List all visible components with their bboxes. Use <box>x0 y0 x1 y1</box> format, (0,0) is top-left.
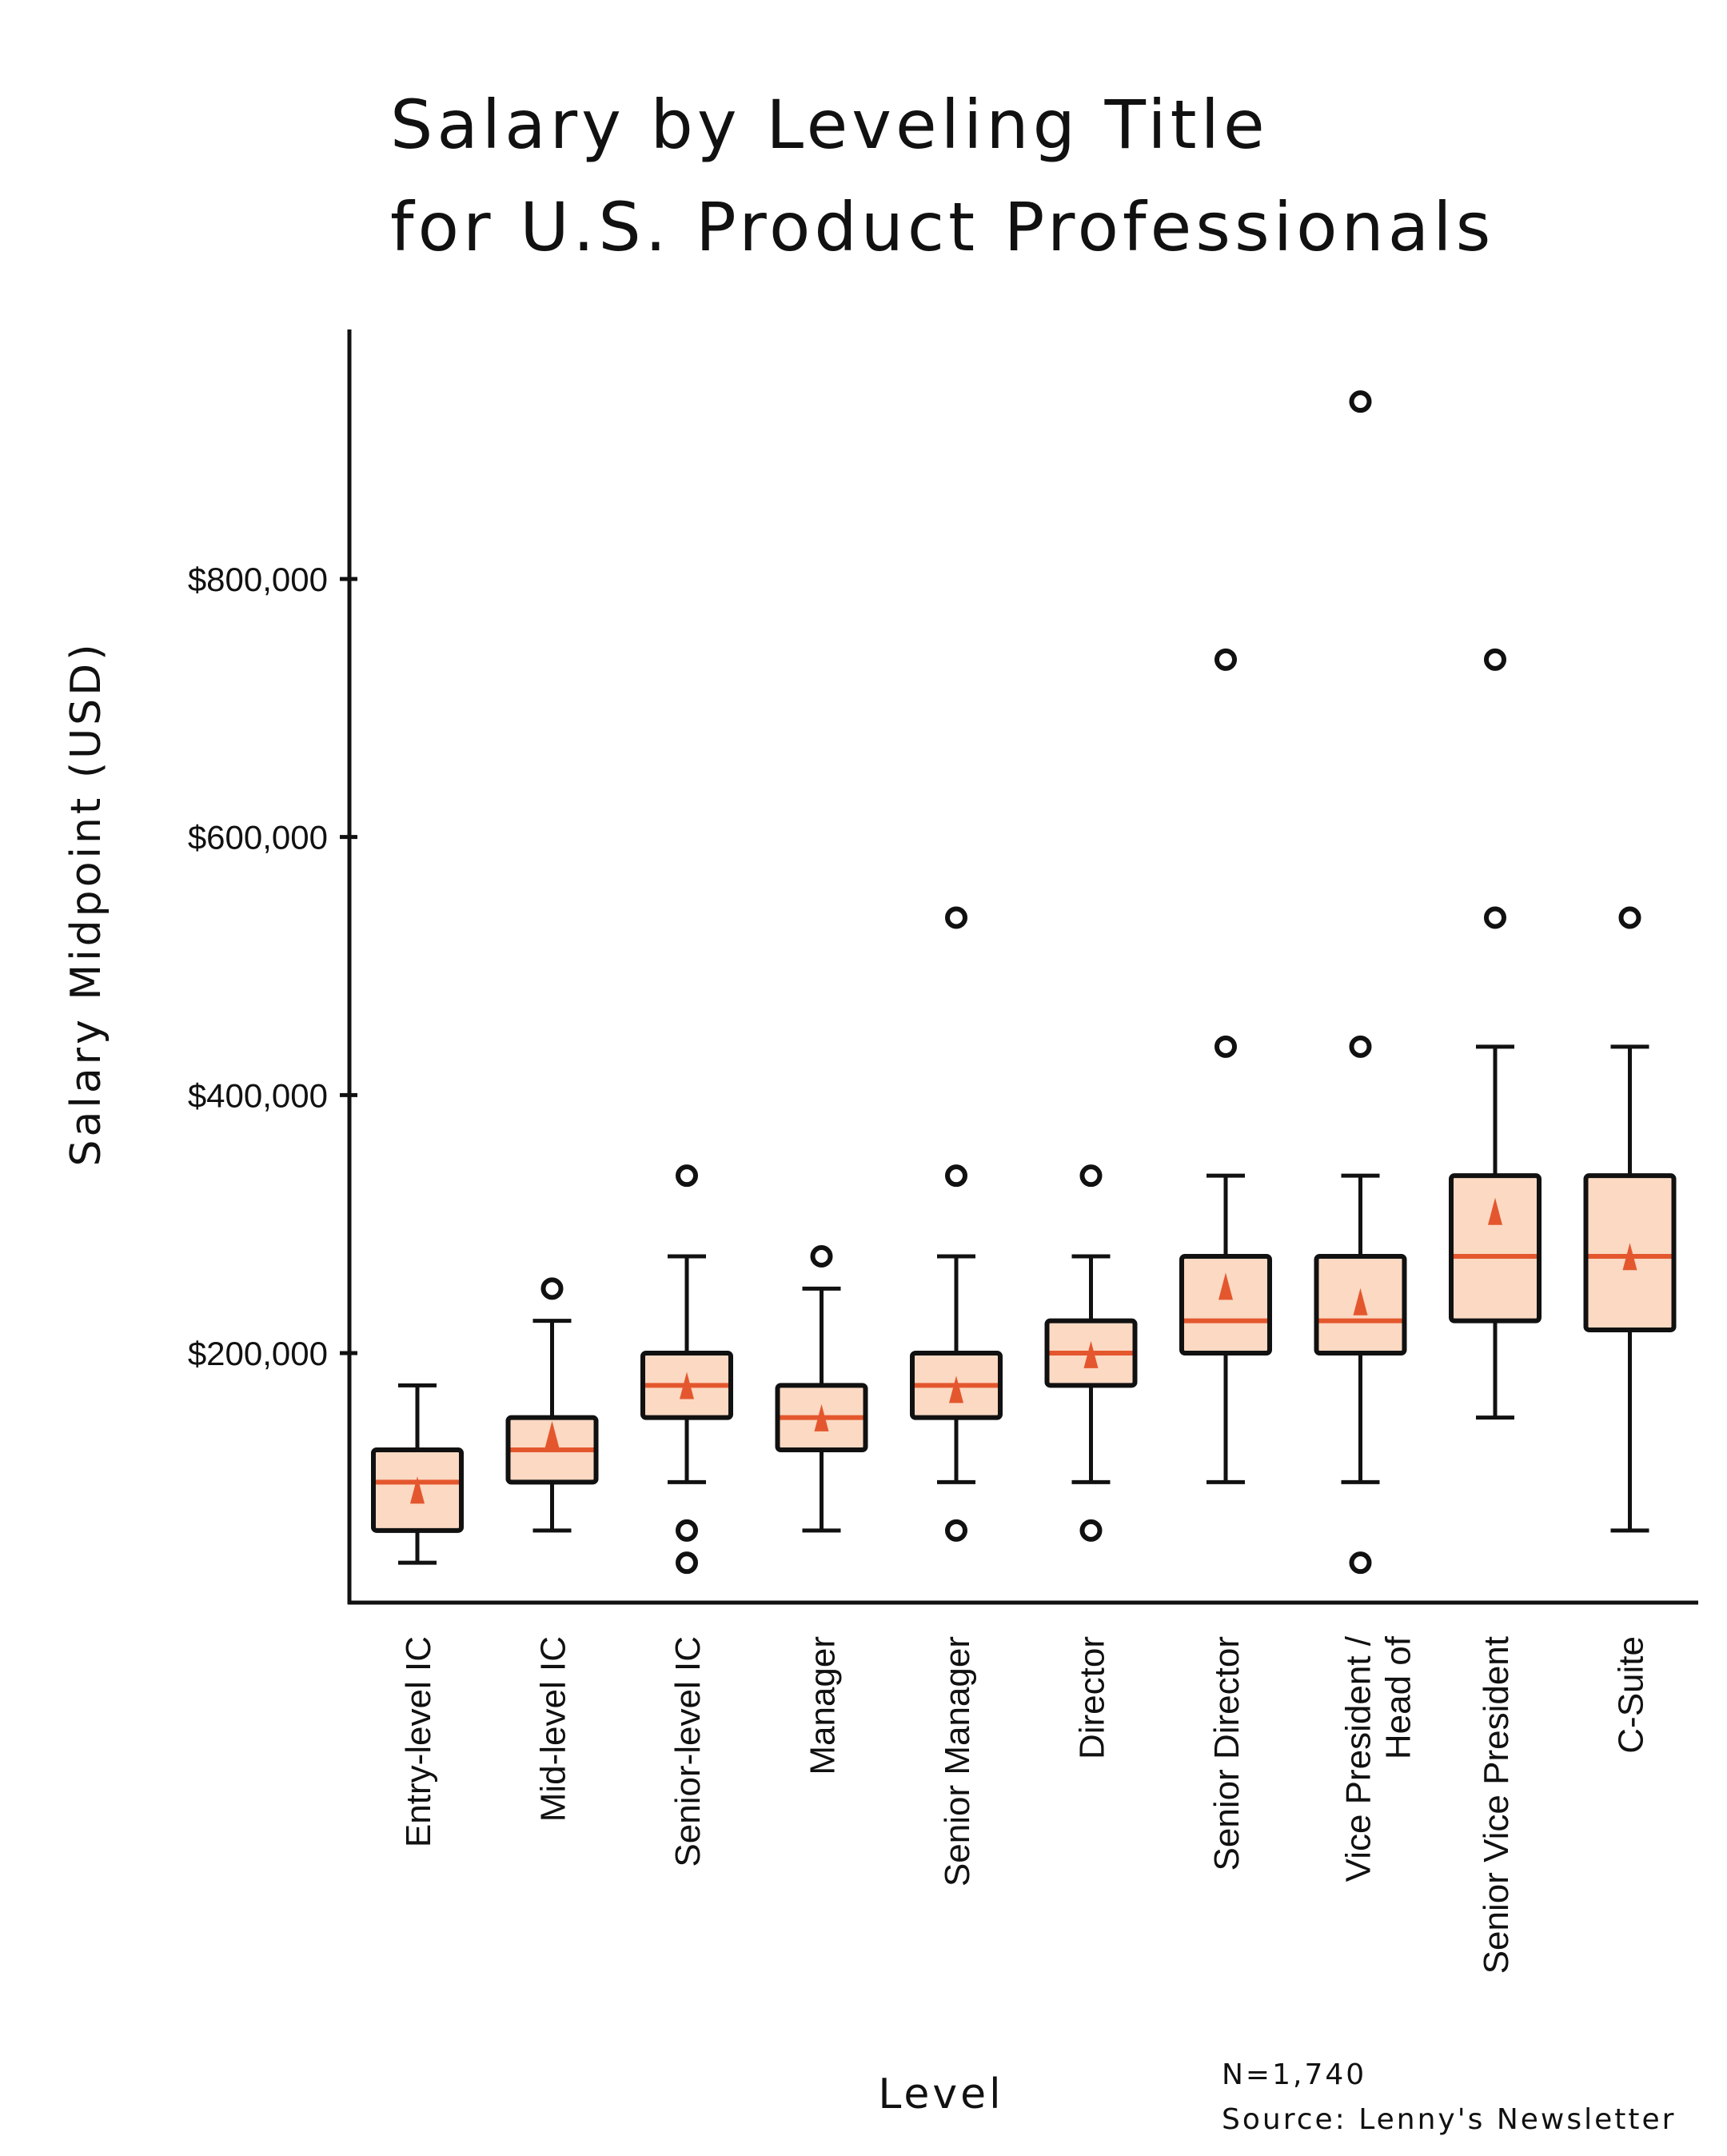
outlier-point <box>540 1277 564 1300</box>
outlier-point <box>1349 1035 1372 1058</box>
x-ticks: Entry-level IC Mid-level IC Senior-level I… <box>399 1635 1651 1974</box>
outlier-point <box>1484 648 1506 671</box>
source-note: Source: Lenny's Newsletter <box>1222 2103 1676 2136</box>
outlier-point <box>1214 648 1237 671</box>
box-group <box>640 1164 733 1575</box>
outlier-point <box>1349 390 1372 413</box>
y-tick-label: $200,000 <box>188 1335 328 1372</box>
outlier-point <box>1079 1164 1103 1188</box>
outlier-point <box>1484 906 1506 929</box>
x-tick-label: Senior Director <box>1207 1636 1246 1871</box>
mean-marker <box>1622 1243 1637 1271</box>
outlier-point <box>945 1519 967 1542</box>
mean-marker <box>544 1420 560 1448</box>
x-tick-label-line: C-Suite <box>1612 1636 1651 1754</box>
outlier-point <box>676 1519 698 1542</box>
outlier-point <box>1618 906 1641 929</box>
x-tick-label: Manager <box>804 1636 843 1775</box>
y-tick-label: $800,000 <box>188 561 328 598</box>
x-tick-label-line: Mid-level IC <box>534 1636 573 1822</box>
x-tick-label-line: Head of <box>1379 1635 1418 1759</box>
outlier-point <box>810 1245 833 1268</box>
x-tick-label: Senior Vice President <box>1477 1636 1516 1974</box>
x-tick-label: Entry-level IC <box>399 1636 438 1847</box>
y-ticks: $200,000 $400,000 $600,000 $800,000 <box>188 561 357 1372</box>
mean-marker <box>1488 1197 1502 1225</box>
axes <box>347 329 1698 1605</box>
outlier-point <box>676 1551 698 1575</box>
box-group <box>1314 390 1407 1575</box>
outlier-point <box>945 906 967 929</box>
x-tick-label: Vice President /Head of <box>1339 1635 1418 1882</box>
iqr-box <box>1179 1254 1272 1355</box>
y-axis-title: Salary Midpoint (USD) <box>62 641 110 1166</box>
outlier-point <box>1079 1519 1103 1542</box>
x-axis-title: Level <box>878 2070 1003 2118</box>
x-tick-label: Senior Manager <box>938 1636 977 1886</box>
x-tick-label: Senior-level IC <box>668 1636 708 1867</box>
mean-marker <box>1218 1272 1233 1300</box>
box-group <box>775 1245 868 1533</box>
box-group <box>910 906 1003 1542</box>
y-tick-label: $400,000 <box>188 1076 328 1114</box>
box-group <box>371 1383 464 1565</box>
x-tick-label-line: Senior Director <box>1207 1636 1246 1871</box>
box-group <box>1179 648 1272 1484</box>
x-tick-label-line: Manager <box>804 1636 843 1775</box>
sample-size-note: N=1,740 <box>1222 2058 1366 2091</box>
outlier-point <box>676 1164 698 1188</box>
mean-marker <box>680 1371 694 1399</box>
mean-marker <box>949 1375 963 1403</box>
mean-marker <box>410 1476 425 1504</box>
x-tick-label-line: Vice President / <box>1339 1635 1378 1882</box>
outlier-point <box>945 1164 967 1188</box>
mean-marker <box>814 1403 829 1431</box>
x-tick-label-line: Senior Manager <box>938 1636 977 1886</box>
box-group <box>1044 1164 1138 1542</box>
box-group <box>505 1277 599 1533</box>
mean-marker <box>1083 1340 1099 1368</box>
boxes <box>371 390 1677 1575</box>
box-group <box>1449 648 1542 1420</box>
x-tick-label-line: Senior-level IC <box>668 1636 708 1867</box>
x-tick-label-line: Senior Vice President <box>1477 1636 1516 1974</box>
x-tick-label: Director <box>1073 1636 1112 1759</box>
box-group <box>1583 906 1677 1533</box>
iqr-box <box>1449 1173 1542 1324</box>
outlier-point <box>1349 1551 1372 1575</box>
mean-marker <box>1353 1288 1368 1316</box>
x-tick-label: Mid-level IC <box>534 1636 573 1822</box>
y-tick-label: $600,000 <box>188 819 328 856</box>
x-tick-label-line: Director <box>1073 1636 1112 1759</box>
x-tick-label: C-Suite <box>1612 1636 1651 1754</box>
outlier-point <box>1214 1035 1237 1058</box>
x-tick-label-line: Entry-level IC <box>399 1636 438 1847</box>
chart-title: Salary by Leveling Title for U.S. Produc… <box>390 86 1495 266</box>
